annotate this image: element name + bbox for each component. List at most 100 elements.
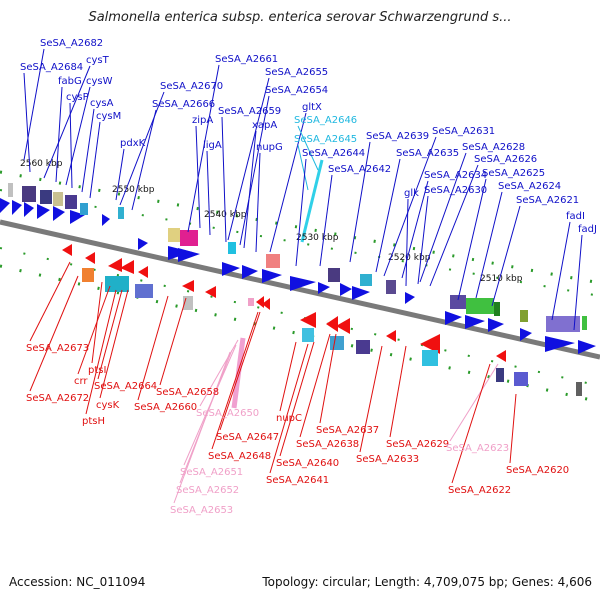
forward-gene-leader-line	[195, 125, 201, 229]
reverse-gene-label: SeSA_A2673	[26, 343, 89, 354]
gene-arrow	[70, 210, 85, 224]
reverse-gene-leader-line	[159, 297, 187, 386]
gene-arrow	[488, 318, 504, 332]
gene-arrow	[182, 280, 194, 292]
forward-gene-label: SeSA_A2631	[432, 126, 495, 137]
reverse-gene-leader-line	[219, 311, 261, 431]
forward-gene-label: cysT	[86, 55, 110, 66]
forward-gene-label: zipA	[192, 115, 213, 126]
feature-box	[422, 350, 438, 366]
reverse-gene-label: SeSA_A2647	[216, 432, 279, 443]
reverse-gene-label: SeSA_A2651	[180, 467, 243, 478]
reverse-gene-label: ptsI	[88, 365, 106, 376]
gene-arrow	[318, 282, 330, 294]
reverse-gene-label: SeSA_A2637	[316, 425, 379, 436]
scale-tick-2560: 2560 kbp	[20, 159, 63, 169]
forward-gene-label: gltX	[302, 102, 322, 113]
forward-gene-leader-line	[115, 148, 125, 201]
forward-gene-label: SeSA_A2655	[265, 67, 328, 78]
forward-gene-leader-line	[319, 174, 333, 267]
reverse-gene-leader-line	[77, 285, 111, 375]
gene-arrow	[0, 198, 10, 213]
gene-arrow	[405, 292, 415, 304]
feature-box	[80, 203, 88, 215]
gene-arrow	[340, 283, 352, 296]
gene-arrow	[520, 328, 532, 341]
reverse-gene-label: nupC	[276, 413, 302, 424]
forward-gene-label: cysA	[90, 98, 114, 109]
forward-gene-leader-line	[221, 116, 227, 243]
reverse-gene-label: SeSA_A2672	[26, 393, 89, 404]
gene-arrow	[37, 204, 50, 219]
reverse-gene-label: SeSA_A2633	[356, 454, 419, 465]
gene-arrow	[386, 330, 396, 342]
feature-box	[520, 310, 528, 322]
forward-gene-leader-line	[255, 152, 261, 253]
reverse-gene-leader-line	[137, 295, 169, 401]
reverse-gene-leader-line	[319, 333, 337, 424]
forward-gene-leader-line	[475, 191, 503, 299]
outer-tick-ring	[0, 170, 600, 404]
forward-gene-label: SeSA_A2626	[474, 154, 537, 165]
forward-gene-leader-line	[55, 86, 63, 183]
forward-gene-label: SeSA_A2624	[498, 181, 561, 192]
forward-gene-label: glk	[404, 188, 419, 199]
map-title: Salmonella enterica subsp. enterica sero…	[88, 10, 512, 25]
gene-arrow	[445, 311, 462, 325]
feature-box	[40, 190, 52, 204]
reverse-gene-label: SeSA_A2623	[446, 443, 509, 454]
gene-arrow	[222, 262, 240, 276]
reverse-gene-leader-line	[451, 363, 491, 484]
reverse-gene-label: SeSA_A2664	[94, 381, 157, 392]
gene-arrow	[205, 286, 216, 298]
forward-gene-label: ligA	[203, 140, 222, 151]
forward-gene-label: fabG	[58, 76, 82, 87]
forward-gene-leader-line	[551, 221, 571, 321]
gene-arrow	[578, 340, 596, 354]
gene-arrow	[262, 269, 282, 283]
feature-box	[360, 274, 372, 286]
forward-gene-leader-line	[119, 91, 165, 206]
gene-arrow	[290, 276, 316, 291]
forward-gene-label: SeSA_A2682	[40, 38, 103, 49]
reverse-gene-label: SeSA_A2658	[156, 387, 219, 398]
forward-gene-label: SeSA_A2666	[152, 99, 215, 110]
forward-gene-leader-line	[206, 150, 211, 236]
feature-box	[22, 186, 36, 202]
feature-box	[450, 295, 466, 309]
reverse-gene-label: SeSA_A2652	[176, 485, 239, 496]
forward-gene-label: nupG	[256, 142, 283, 153]
forward-gene-leader-line	[491, 205, 521, 307]
forward-gene-leader-line	[375, 158, 401, 273]
forward-gene-label: SeSA_A2628	[462, 142, 525, 153]
reverse-gene-label: SeSA_A2622	[448, 485, 511, 496]
forward-gene-leader-line	[419, 152, 467, 283]
gene-arrow	[138, 266, 148, 278]
forward-gene-label: fadJ	[578, 224, 597, 235]
feature-box	[356, 340, 370, 354]
forward-gene-leader-line	[349, 141, 371, 263]
gene-arrow	[62, 244, 72, 256]
forward-gene-leader-line	[65, 86, 91, 186]
feature-box	[135, 284, 153, 298]
reverse-gene-leader-line	[85, 289, 117, 415]
reverse-gene-label: SeSA_A2629	[386, 439, 449, 450]
feature-box	[228, 242, 236, 254]
label-leader-lines	[23, 48, 583, 504]
forward-gene-leader-line	[573, 234, 583, 331]
accession-text: Accession: NC_011094	[9, 575, 146, 589]
feature-box	[302, 328, 314, 342]
forward-gene-label: SeSA_A2625	[482, 168, 545, 179]
feature-box	[330, 336, 344, 350]
forward-gene-leader-line	[417, 195, 429, 285]
gene-arrow	[102, 214, 110, 226]
reverse-gene-leader-line	[389, 345, 407, 438]
gene-arrow	[326, 316, 338, 332]
reverse-gene-label: SeSA_A2648	[208, 451, 271, 462]
feature-box	[328, 268, 340, 282]
gene-arrow	[545, 336, 575, 352]
reverse-gene-leader-line	[449, 363, 499, 442]
feature-box	[53, 192, 63, 206]
